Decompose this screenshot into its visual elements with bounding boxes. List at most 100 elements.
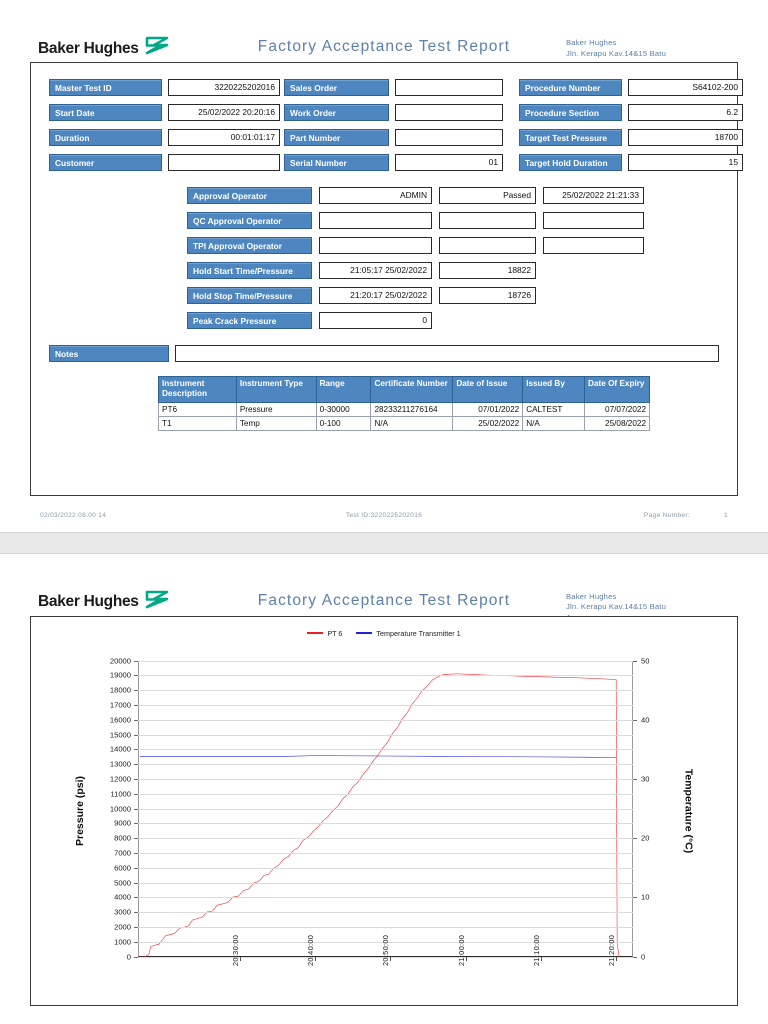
approval-row-tpi-approval-operator: TPI Approval Operator	[187, 237, 737, 254]
field-label: Start Date	[49, 104, 162, 121]
field-work-order: Work Order	[284, 104, 503, 121]
approval-label: Peak Crack Pressure	[187, 312, 312, 329]
y-axis-title-left: Pressure (psi)	[74, 775, 87, 846]
approval-value-1[interactable]	[319, 212, 432, 229]
y-axis-tick-mark-right	[633, 956, 637, 958]
cell-description: T1	[158, 415, 237, 431]
y-axis-tick-label-left: 12000	[109, 774, 131, 784]
field-part-number: Part Number	[284, 129, 503, 146]
y-axis-tick-mark-right	[633, 897, 637, 899]
field-value[interactable]: 25/02/2022 20:20:16	[168, 104, 280, 121]
approval-value-1[interactable]: ADMIN	[319, 187, 432, 204]
y-axis-tick-label-left: 9000	[114, 818, 131, 828]
y-axis-tick-mark-left	[134, 941, 138, 943]
field-value[interactable]: 01	[395, 154, 503, 171]
instrument-table-wrap: Instrument Description Instrument Type R…	[31, 376, 737, 431]
field-label: Part Number	[284, 129, 389, 146]
legend-label: Temperature Transmitter 1	[376, 628, 461, 638]
notes-input[interactable]	[175, 345, 719, 362]
chart-gridline	[138, 838, 633, 840]
x-axis-tick-label: 21:20:00	[607, 934, 617, 966]
baker-hughes-logo-icon	[145, 590, 171, 615]
page-title: Factory Acceptance Test Report	[257, 38, 511, 55]
chart-gridline	[138, 882, 633, 884]
fields-column-1: Master Test ID 3220225202016 Start Date …	[49, 79, 280, 171]
y-axis-tick-mark-left	[134, 882, 138, 884]
approval-value-1[interactable]: 21:05:17 25/02/2022	[319, 262, 432, 279]
field-value[interactable]: 3220225202016	[168, 79, 280, 96]
field-label: Target Test Pressure	[519, 129, 622, 146]
field-duration: Duration 00:01:01:17	[49, 129, 280, 146]
cell-description: PT6	[158, 401, 237, 417]
approval-value-1[interactable]: 21:20:17 25/02/2022	[319, 287, 432, 304]
approval-value-2[interactable]	[439, 237, 536, 254]
report-page-1: Baker Hughes Factory Acceptance Test Rep…	[0, 0, 768, 519]
table-row: T1 Temp 0-100 N/A 25/02/2022 N/A 25/08/2…	[158, 415, 650, 431]
approval-value-1[interactable]: 0	[319, 312, 432, 329]
legend-item: PT 6	[307, 629, 342, 638]
field-value[interactable]	[395, 104, 503, 121]
y-axis-tick-mark-left	[134, 704, 138, 706]
field-label: Master Test ID	[49, 79, 162, 96]
brand-name: Baker Hughes	[38, 39, 139, 57]
approval-value-2[interactable]: Passed	[439, 187, 536, 204]
y-axis-tick-mark-left	[134, 764, 138, 766]
field-value[interactable]	[395, 79, 503, 96]
field-value[interactable]	[395, 129, 503, 146]
approval-value-3[interactable]	[543, 212, 644, 229]
y-axis-tick-mark-left	[134, 749, 138, 751]
field-label: Serial Number	[284, 154, 389, 171]
field-procedure-number: Procedure Number S64102-200	[519, 79, 743, 96]
chart-series-lines	[138, 661, 633, 957]
field-value[interactable]: 00:01:01:17	[168, 129, 280, 146]
y-axis-tick-label-left: 8000	[114, 833, 131, 843]
field-value[interactable]	[168, 154, 280, 171]
cell-range: 0-30000	[315, 401, 372, 417]
footer-page: Page Number: 1	[644, 512, 728, 519]
cell-issued-by: N/A	[522, 415, 586, 431]
y-axis-tick-mark-left	[134, 793, 138, 795]
y-axis-tick-mark-left	[134, 660, 138, 662]
field-label: Sales Order	[284, 79, 389, 96]
approval-value-2[interactable]: 18726	[439, 287, 536, 304]
approval-value-3[interactable]	[543, 237, 644, 254]
approval-value-3[interactable]: 25/02/2022 21:21:33	[543, 187, 644, 204]
approval-value-2[interactable]: 18822	[439, 262, 536, 279]
y-axis-tick-mark-left	[134, 926, 138, 928]
y-axis-tick-mark-right	[633, 660, 637, 662]
field-value[interactable]: 6.2	[628, 104, 743, 121]
chart-gridline	[138, 926, 633, 928]
chart-line-temperature	[140, 755, 616, 757]
x-axis-tick-label: 20:40:00	[306, 934, 316, 966]
field-value[interactable]: S64102-200	[628, 79, 743, 96]
y-axis-tick-mark-right	[633, 838, 637, 840]
y-axis-tick-label-left: 14000	[109, 744, 131, 754]
column-header-date-of-issue: Date of Issue	[452, 376, 524, 403]
y-axis-tick-label-left: 17000	[109, 700, 131, 710]
chart-gridline	[138, 660, 633, 662]
y-axis-tick-mark-left	[134, 956, 138, 958]
test-details-fields: Master Test ID 3220225202016 Start Date …	[31, 73, 743, 171]
approval-value-2[interactable]	[439, 212, 536, 229]
y-axis-tick-mark-right	[633, 719, 637, 721]
page-separator	[0, 531, 768, 554]
cell-date-of-expiry: 25/08/2022	[584, 415, 650, 431]
field-customer: Customer	[49, 154, 280, 171]
cell-certificate: 28233211276164	[370, 401, 454, 417]
address-line-1: Baker Hughes	[566, 38, 617, 47]
chart-gridline	[138, 778, 633, 780]
field-value[interactable]: 18700	[628, 129, 743, 146]
field-value[interactable]: 15	[628, 154, 743, 171]
footer-test-id: Test ID:3220225202016	[345, 511, 423, 519]
page1-header: Baker Hughes Factory Acceptance Test Rep…	[0, 0, 768, 79]
footer-timestamp: 02/03/2022 08:00:14	[40, 511, 107, 519]
x-axis-tick-mark	[616, 956, 618, 961]
y-axis-tick-label-left: 1000	[114, 937, 131, 947]
chart-line-pressure	[140, 673, 619, 956]
y-axis-tick-label-right: 20	[641, 833, 650, 843]
y-axis-tick-label-left: 2000	[114, 922, 131, 932]
y-axis-tick-mark-left	[134, 675, 138, 677]
approval-value-1[interactable]	[319, 237, 432, 254]
legend-swatch-icon	[307, 631, 324, 635]
approvals-section: Approval Operator ADMIN Passed 25/02/202…	[31, 187, 737, 329]
